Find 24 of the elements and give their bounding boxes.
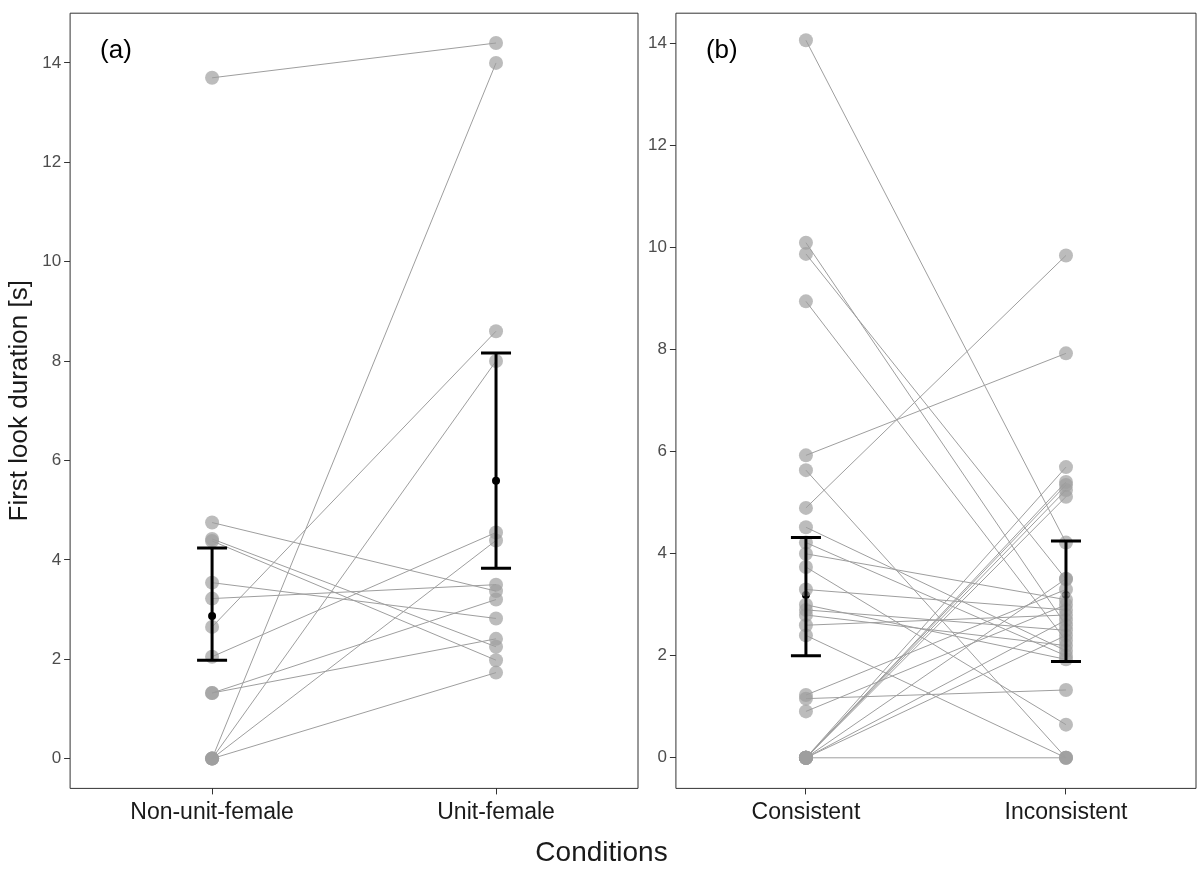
x-tick-label: Unit-female	[437, 797, 555, 824]
y-tick-label: 6	[657, 441, 667, 461]
y-tick-label: 14	[42, 52, 62, 72]
y-tick-label: 8	[51, 350, 62, 370]
y-tick-label: 4	[657, 543, 667, 563]
y-tick-label: 2	[51, 648, 62, 668]
y-tick-label: 4	[51, 549, 62, 569]
y-tick-label: 14	[647, 33, 667, 53]
y-tick-label: 12	[647, 135, 667, 155]
y-tick-label: 6	[51, 450, 62, 470]
annotation: (a)	[100, 34, 132, 65]
y-tick-label: 2	[657, 645, 667, 665]
y-tick-label: 8	[657, 339, 667, 359]
y-tick-label: 0	[51, 748, 62, 768]
y-tick-label: 0	[657, 747, 667, 767]
annotation: (b)	[705, 34, 738, 65]
y-axis-title: First look duration [s]	[2, 280, 33, 522]
x-tick-label: Consistent	[751, 797, 861, 824]
y-tick-label: 10	[647, 237, 667, 257]
x-tick-label: Non-unit-female	[130, 797, 294, 824]
y-tick-label: 10	[42, 251, 62, 271]
x-axis-title: Conditions	[534, 836, 669, 868]
y-tick-label: 12	[42, 151, 62, 171]
x-tick-label: Inconsistent	[1004, 797, 1128, 824]
